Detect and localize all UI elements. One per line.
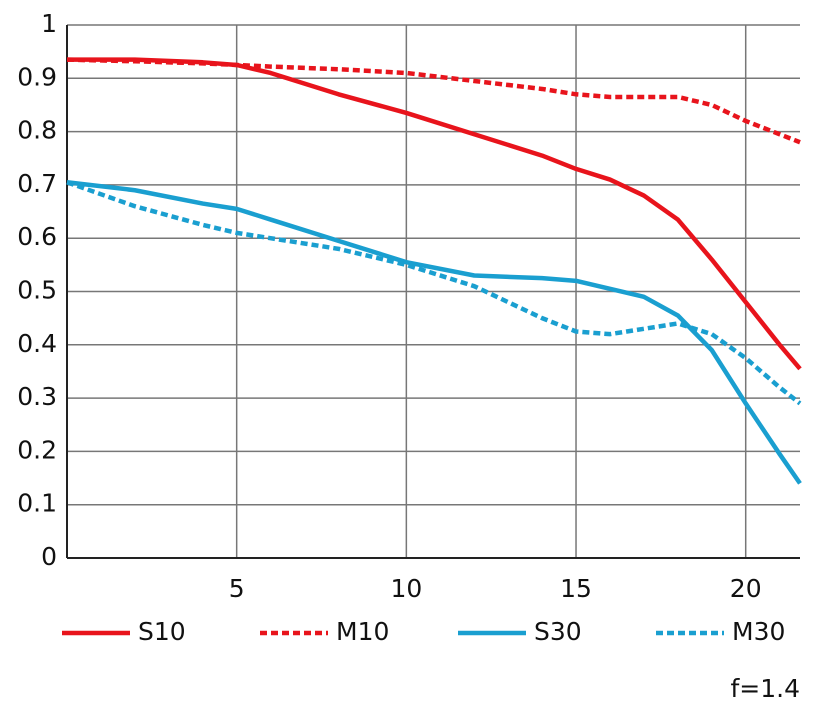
x-tick-label: 20 (730, 574, 762, 603)
y-tick-label: 0.1 (17, 489, 57, 518)
y-tick-label: 0.7 (17, 169, 57, 198)
x-tick-label: 10 (390, 574, 422, 603)
y-tick-label: 0.8 (17, 116, 57, 145)
y-tick-label: 0.5 (17, 276, 57, 305)
annotation: f=1.4 (730, 674, 800, 703)
series-line (66, 57, 801, 145)
legend-label: M30 (732, 617, 785, 646)
x-tick-label: 5 (229, 574, 245, 603)
legend-label: M10 (336, 617, 389, 646)
series-line (66, 180, 802, 485)
y-tick-label: 0.9 (17, 62, 57, 91)
y-tick-label: 0.6 (17, 222, 57, 251)
x-tick-label: 15 (560, 574, 592, 603)
series-line (67, 57, 802, 371)
y-tick-label: 0.4 (17, 329, 57, 358)
y-tick-label: 0.3 (17, 382, 57, 411)
legend-label: S30 (534, 617, 582, 646)
series-line (66, 180, 802, 406)
y-tick-label: 1 (41, 9, 57, 38)
y-tick-label: 0.2 (17, 435, 57, 464)
legend-label: S10 (138, 617, 186, 646)
y-tick-label: 0 (41, 542, 57, 571)
